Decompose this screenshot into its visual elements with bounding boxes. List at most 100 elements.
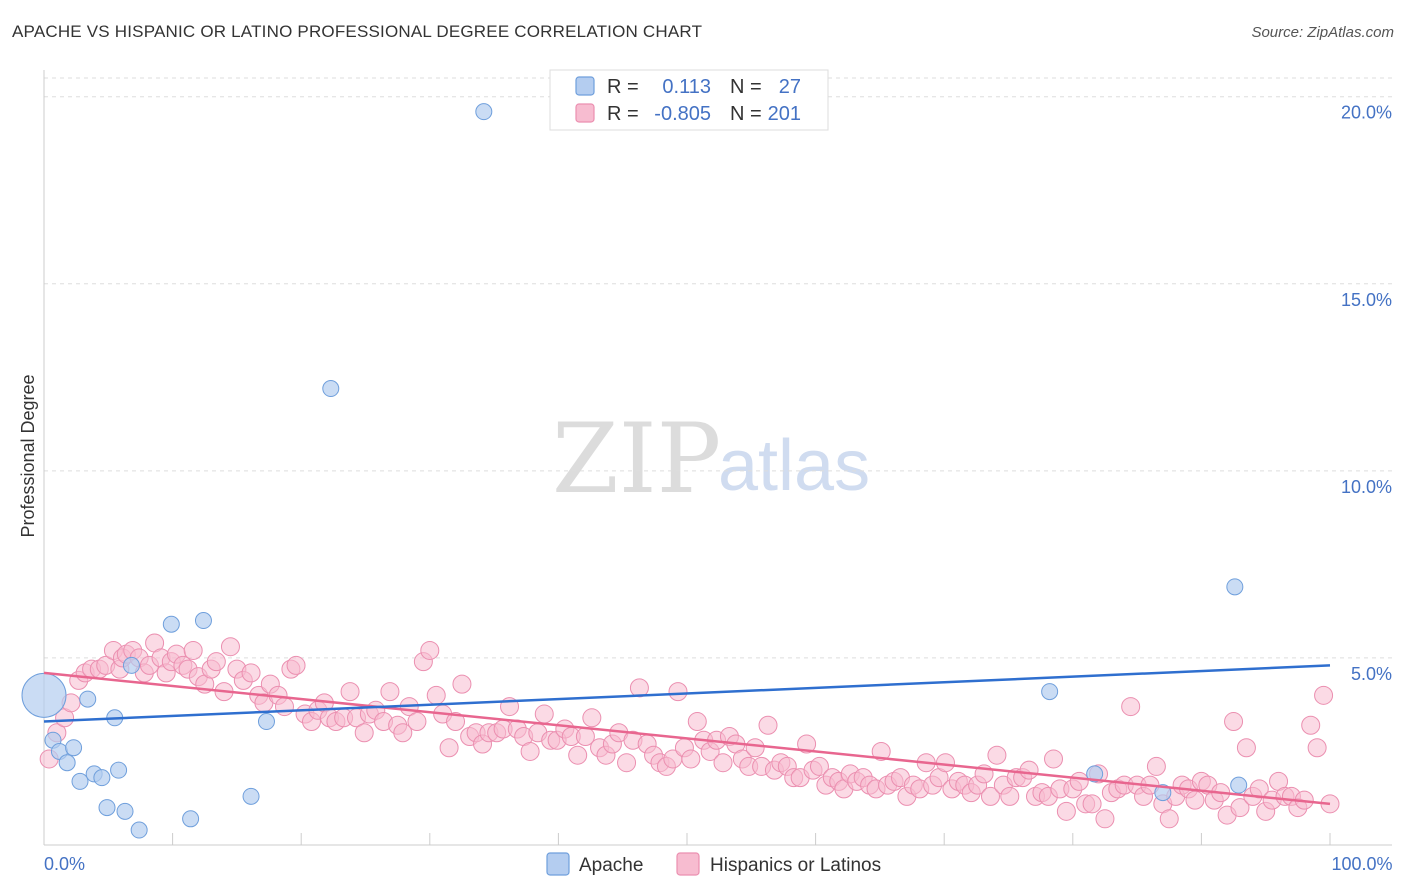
series-hispanic-points (39, 633, 1340, 829)
hispanic-point (1301, 715, 1321, 735)
hispanic-point (1185, 790, 1205, 810)
watermark-atlas: atlas (718, 426, 870, 506)
apache-point (242, 787, 260, 805)
y-tick-labels: 5.0% 10.0% 15.0% 20.0% (1341, 103, 1392, 684)
hispanic-point (1314, 685, 1334, 705)
apache-point (122, 656, 140, 674)
x-tick-label: 0.0% (44, 854, 85, 874)
hispanic-point (745, 738, 765, 758)
bottom-legend-hispanic-label: Hispanics or Latinos (710, 855, 881, 876)
hispanic-point (1307, 738, 1327, 758)
hispanic-point (797, 734, 817, 754)
legend-hispanic-r-value: -0.805 (654, 103, 711, 125)
stats-legend-box (549, 69, 829, 131)
hispanic-point (1224, 712, 1244, 732)
apache-trend-line (43, 664, 1331, 723)
hispanic-point (617, 753, 637, 773)
apache-point (65, 739, 83, 757)
hispanic-point (340, 682, 360, 702)
hispanic-point (1082, 794, 1102, 814)
hispanic-point (534, 704, 554, 724)
bottom-legend-apache-swatch (546, 852, 570, 876)
hispanic-point (1236, 738, 1256, 758)
hispanic-point (380, 682, 400, 702)
apache-point (79, 690, 97, 708)
hispanic-point (446, 712, 466, 732)
y-tick-label: 5.0% (1351, 664, 1392, 684)
hispanic-point (668, 682, 688, 702)
trend-lines (43, 664, 1331, 806)
chart-source: Source: ZipAtlas.com (1251, 24, 1394, 41)
hispanic-point (1000, 786, 1020, 806)
hispanic-point (582, 708, 602, 728)
hispanic-point (520, 741, 540, 761)
apache-point (110, 761, 128, 779)
grid-lines (44, 77, 1392, 659)
hispanic-point (354, 723, 374, 743)
apache-point (194, 612, 212, 630)
legend-apache-r-value: 0.113 (662, 76, 711, 98)
hispanic-point (987, 745, 1007, 765)
hispanic-point (681, 749, 701, 769)
hispanic-point (568, 745, 588, 765)
hispanic-point (1095, 809, 1115, 829)
apache-point (475, 103, 493, 121)
hispanic-point (206, 652, 226, 672)
apache-point (1154, 784, 1172, 802)
hispanic-point (629, 678, 649, 698)
bottom-legend-hispanic-swatch (676, 852, 700, 876)
apache-point (130, 821, 148, 839)
hispanic-trend-line (43, 671, 1331, 806)
apache-point (71, 772, 89, 790)
hispanic-point (426, 685, 446, 705)
apache-point (162, 615, 180, 633)
apache-point (182, 810, 200, 828)
hispanic-point (980, 786, 1000, 806)
hispanic-point (935, 753, 955, 773)
apache-point (116, 802, 134, 820)
y-tick-label: 10.0% (1341, 477, 1392, 497)
y-axis-label: Professional Degree (18, 374, 38, 537)
legend-apache-n-label: N = (730, 76, 762, 98)
apache-point (257, 713, 275, 731)
legend-hispanic-n-label: N = (730, 103, 762, 125)
x-tick-labels: 0.0% 100.0% (44, 854, 1393, 874)
legend-apache-swatch (575, 76, 595, 96)
apache-point (1041, 683, 1059, 701)
hispanic-point (183, 640, 203, 660)
hispanic-point (420, 640, 440, 660)
hispanic-point (1230, 798, 1250, 818)
hispanic-point (439, 738, 459, 758)
apache-point (98, 799, 116, 817)
hispanic-point (1159, 809, 1179, 829)
apache-point (21, 672, 67, 718)
watermark-zip: ZIP (552, 403, 721, 515)
series-legend: Apache Hispanics or Latinos (546, 852, 881, 876)
legend-hispanic-n-value: 201 (768, 103, 801, 125)
legend-hispanic-r-label: R = (607, 103, 639, 125)
hispanic-point (1044, 749, 1064, 769)
legend-hispanic-swatch (575, 103, 595, 123)
stats-legend: R = 0.113 N = 27 R = -0.805 N = 201 (549, 69, 829, 131)
hispanic-point (1056, 801, 1076, 821)
hispanic-point (1019, 760, 1039, 780)
y-tick-label: 20.0% (1341, 103, 1392, 123)
apache-point (58, 754, 76, 772)
hispanic-point (241, 663, 261, 683)
hispanic-point (220, 637, 240, 657)
apache-point (322, 380, 340, 398)
apache-point (1230, 776, 1248, 794)
hispanic-point (809, 756, 829, 776)
bottom-legend-apache-label: Apache (579, 855, 643, 876)
hispanic-point (393, 723, 413, 743)
apache-point (1226, 578, 1244, 596)
hispanic-point (407, 712, 427, 732)
series-apache-points (21, 103, 1248, 839)
hispanic-point (758, 715, 778, 735)
hispanic-point (274, 697, 294, 717)
hispanic-point (1146, 756, 1166, 776)
y-tick-label: 15.0% (1341, 290, 1392, 310)
legend-apache-n-value: 27 (779, 76, 801, 98)
hispanic-point (1069, 771, 1089, 791)
